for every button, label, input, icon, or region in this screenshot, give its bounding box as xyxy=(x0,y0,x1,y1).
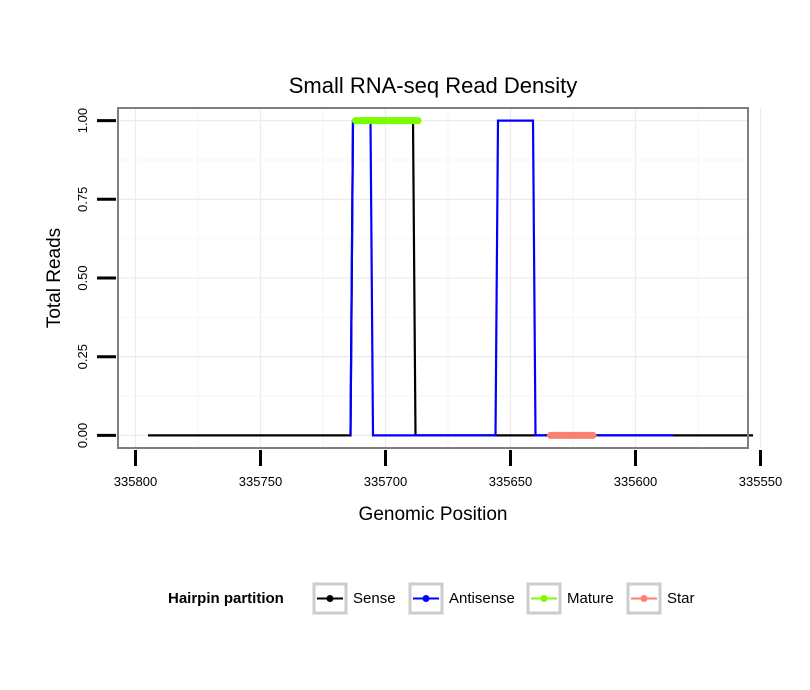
y-axis: 0.00 0.25 0.50 0.75 1.00 xyxy=(75,108,116,448)
legend-item-sense: Sense xyxy=(312,582,396,615)
y-tick-label: 0.25 xyxy=(75,344,90,369)
legend-key-dot xyxy=(640,595,648,602)
x-tick-label: 335550 xyxy=(739,474,782,489)
y-tick-label: 0.50 xyxy=(75,265,90,290)
legend-label: Mature xyxy=(567,590,614,607)
legend-key-dot xyxy=(422,595,430,602)
legend-label: Sense xyxy=(353,590,396,607)
x-axis: 335800 335750 335700 335650 335600 335550 xyxy=(114,450,782,489)
y-tick-label: 0.00 xyxy=(75,423,90,448)
chart-title: Small RNA-seq Read Density xyxy=(289,73,578,98)
x-tick-label: 335750 xyxy=(239,474,282,489)
x-tick-label: 335600 xyxy=(614,474,657,489)
grid xyxy=(118,108,762,448)
legend-title: Hairpin partition xyxy=(168,590,284,607)
x-tick-label: 335700 xyxy=(364,474,407,489)
legend-key-dot xyxy=(326,595,334,602)
legend-item-mature: Mature xyxy=(526,582,614,615)
y-axis-title: Total Reads xyxy=(44,228,65,328)
x-tick-label: 335800 xyxy=(114,474,157,489)
legend-item-antisense: Antisense xyxy=(408,582,515,615)
legend-label: Antisense xyxy=(449,590,515,607)
y-tick-label: 1.00 xyxy=(75,108,90,133)
panel-border xyxy=(117,107,749,449)
y-tick-label: 0.75 xyxy=(75,187,90,212)
legend-item-star: Star xyxy=(626,582,695,615)
legend-key-dot xyxy=(540,595,548,602)
series-layer xyxy=(148,117,753,439)
x-tick-label: 335650 xyxy=(489,474,532,489)
legend-label: Star xyxy=(667,590,695,607)
legend: Hairpin partition Sense Antisense Mature St… xyxy=(168,582,695,615)
x-axis-title: Genomic Position xyxy=(359,504,508,525)
